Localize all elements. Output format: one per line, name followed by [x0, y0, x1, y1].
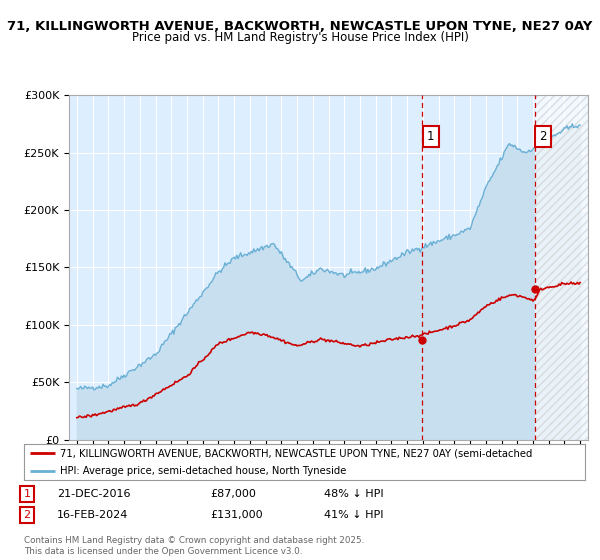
Text: 2: 2 [539, 130, 547, 143]
Text: 71, KILLINGWORTH AVENUE, BACKWORTH, NEWCASTLE UPON TYNE, NE27 0AY: 71, KILLINGWORTH AVENUE, BACKWORTH, NEWC… [7, 20, 593, 32]
Text: 21-DEC-2016: 21-DEC-2016 [57, 489, 131, 499]
Text: 41% ↓ HPI: 41% ↓ HPI [324, 510, 383, 520]
Text: Contains HM Land Registry data © Crown copyright and database right 2025.
This d: Contains HM Land Registry data © Crown c… [24, 536, 364, 556]
Text: Price paid vs. HM Land Registry's House Price Index (HPI): Price paid vs. HM Land Registry's House … [131, 31, 469, 44]
Text: 1: 1 [23, 489, 31, 499]
Text: 1: 1 [427, 130, 434, 143]
Text: 71, KILLINGWORTH AVENUE, BACKWORTH, NEWCASTLE UPON TYNE, NE27 0AY (semi-detached: 71, KILLINGWORTH AVENUE, BACKWORTH, NEWC… [61, 448, 533, 458]
Text: £131,000: £131,000 [210, 510, 263, 520]
Text: HPI: Average price, semi-detached house, North Tyneside: HPI: Average price, semi-detached house,… [61, 466, 347, 477]
Text: 16-FEB-2024: 16-FEB-2024 [57, 510, 128, 520]
Text: 48% ↓ HPI: 48% ↓ HPI [324, 489, 383, 499]
Text: 2: 2 [23, 510, 31, 520]
Bar [535, 95, 588, 440]
Text: £87,000: £87,000 [210, 489, 256, 499]
